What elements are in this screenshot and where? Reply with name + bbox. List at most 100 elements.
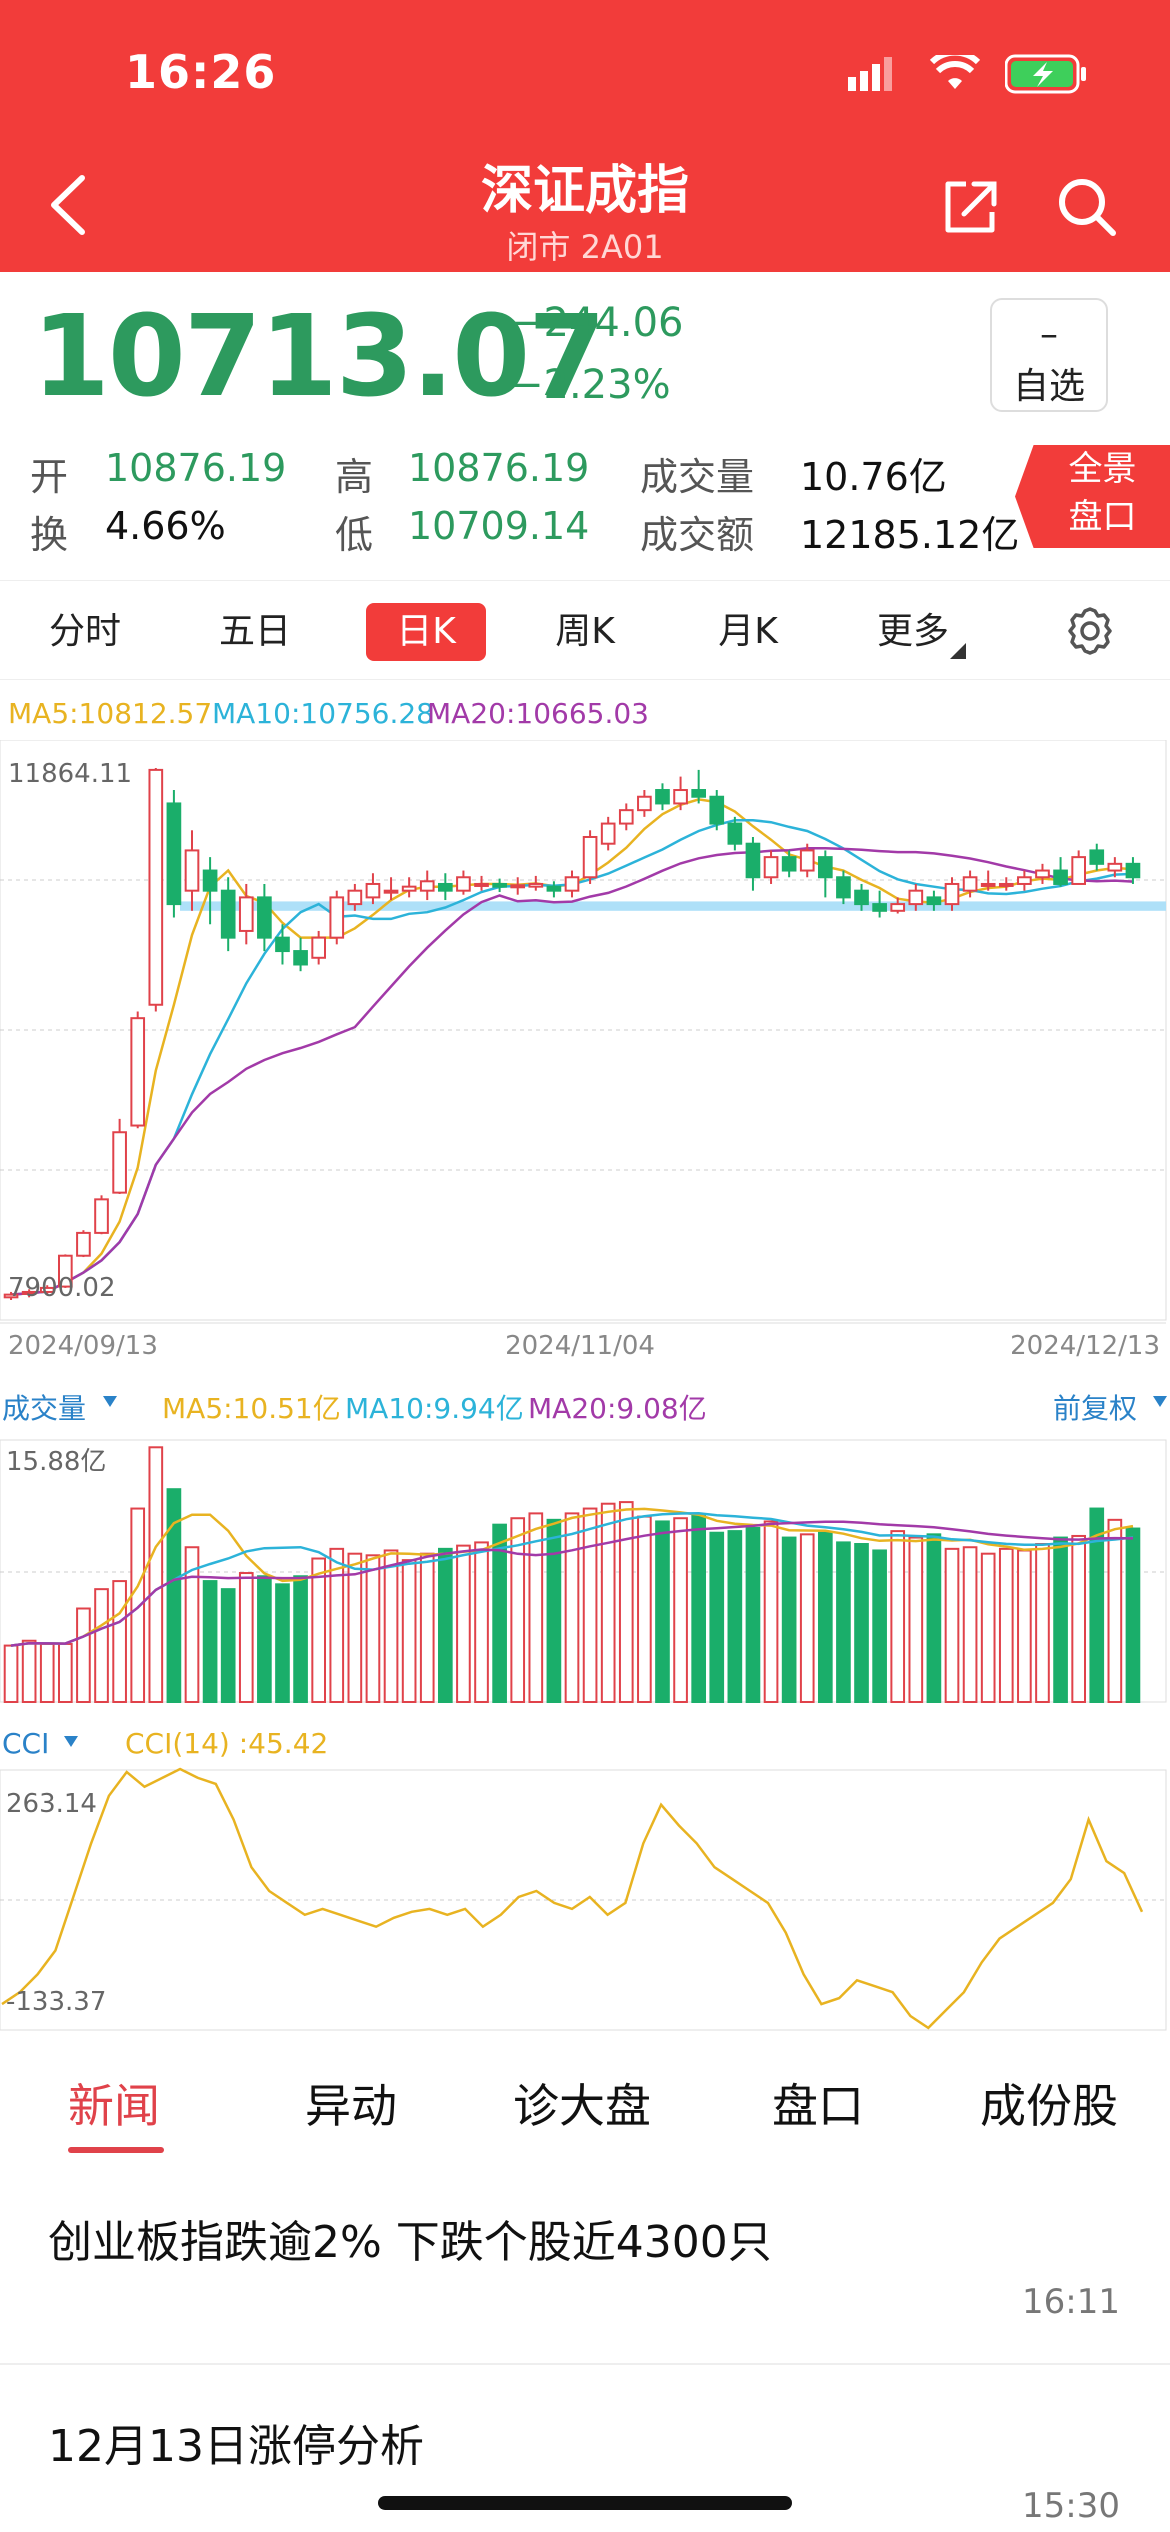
x-label-mid: 2024/11/04 bbox=[505, 1331, 655, 1361]
adjust-mode[interactable]: 前复权 bbox=[1053, 1392, 1138, 1425]
tab-five-day[interactable]: 五日 bbox=[218, 611, 291, 652]
more-arrow-icon bbox=[950, 643, 966, 659]
volume-bar bbox=[818, 1531, 833, 1703]
volume-bar bbox=[709, 1531, 725, 1703]
open-label: 开 bbox=[30, 455, 69, 499]
volume-bar bbox=[763, 1520, 779, 1704]
volume-bar bbox=[528, 1512, 544, 1703]
volume-bar bbox=[21, 1639, 37, 1703]
candle-body bbox=[257, 896, 272, 939]
candle-body bbox=[781, 856, 797, 872]
candle-body bbox=[655, 789, 670, 805]
candle-body bbox=[745, 842, 761, 879]
cci-dropdown-icon[interactable] bbox=[64, 1736, 78, 1748]
panorama-label-1: 全景 bbox=[1068, 449, 1137, 489]
tab-diagnosis[interactable]: 诊大盘 bbox=[513, 2079, 651, 2133]
candle-body bbox=[618, 809, 634, 825]
market-status: 闭市 2A01 bbox=[506, 228, 664, 266]
kline-chart[interactable]: 11864.11 7900.02 2024/09/13 2024/11/04 2024/… bbox=[0, 740, 1170, 2040]
volume-indicator-label[interactable]: 成交量 bbox=[2, 1392, 87, 1425]
volume-bar bbox=[365, 1554, 381, 1703]
candle-body bbox=[1089, 849, 1105, 865]
page-title: 深证成指 bbox=[480, 161, 689, 221]
tab-weekly-k[interactable]: 周K bbox=[555, 611, 615, 652]
candle-body bbox=[438, 882, 453, 892]
share-icon[interactable] bbox=[940, 178, 1000, 238]
tab-monthly-k[interactable]: 月K bbox=[718, 611, 778, 652]
open-value: 10876.19 bbox=[105, 446, 287, 490]
ma10-legend: MA10:10756.28 bbox=[212, 697, 434, 730]
back-icon[interactable] bbox=[40, 170, 100, 240]
volume-bar bbox=[1017, 1549, 1032, 1704]
add-favorite-button[interactable]: – 自选 bbox=[990, 298, 1108, 412]
tab-intraday[interactable]: 分时 bbox=[48, 611, 121, 652]
price-change-pct: −2.23% bbox=[510, 362, 671, 408]
volume-bar bbox=[112, 1580, 127, 1703]
candle-body bbox=[94, 1198, 109, 1234]
news-item[interactable]: 创业板指跌逾2% 下跌个股近4300只 16:11 bbox=[0, 2170, 1170, 2360]
price-change: −244.06 bbox=[510, 300, 684, 346]
adjust-dropdown-icon[interactable] bbox=[1153, 1396, 1167, 1408]
volume-bar bbox=[564, 1512, 580, 1703]
tab-constituents[interactable]: 成份股 bbox=[980, 2079, 1118, 2133]
cci-indicator-label[interactable]: CCI bbox=[2, 1727, 50, 1760]
volume-bar bbox=[962, 1546, 978, 1704]
volume-dropdown-icon[interactable] bbox=[103, 1396, 117, 1408]
volume-bar bbox=[220, 1588, 236, 1703]
candle-body bbox=[944, 882, 960, 906]
candle-body bbox=[1071, 856, 1087, 885]
volume-bar bbox=[94, 1588, 109, 1703]
news-item[interactable]: 12月13日涨停分析 15:30 bbox=[0, 2366, 1170, 2532]
volume-bar bbox=[872, 1549, 887, 1704]
candle-body bbox=[130, 1017, 146, 1127]
candle-body bbox=[1107, 862, 1123, 872]
vol-ma20-legend: MA20:9.08亿 bbox=[528, 1392, 707, 1425]
volume-bar bbox=[727, 1530, 743, 1704]
cci-y-max-label: 263.14 bbox=[6, 1789, 97, 1819]
candle-body bbox=[365, 882, 381, 899]
divider bbox=[0, 2363, 1170, 2365]
volume-bar bbox=[836, 1541, 851, 1703]
candle-body bbox=[510, 884, 526, 889]
candle-body bbox=[474, 882, 489, 887]
cci-y-min-label: -133.37 bbox=[6, 1987, 106, 2017]
app-header: 16:26 深证成指 闭市 2A01 bbox=[0, 0, 1170, 272]
news-title: 创业板指跌逾2% 下跌个股近4300只 bbox=[48, 2217, 772, 2268]
candle-body bbox=[311, 936, 327, 959]
tab-daily-k[interactable]: 日K bbox=[366, 603, 486, 661]
volume-bar bbox=[347, 1552, 363, 1704]
y-max-label: 11864.11 bbox=[8, 759, 132, 789]
volume-bar bbox=[202, 1580, 218, 1703]
candle-body bbox=[872, 903, 887, 912]
y-min-label: 7900.02 bbox=[8, 1273, 116, 1303]
volume-bar bbox=[148, 1446, 164, 1703]
tab-news[interactable]: 新闻 bbox=[68, 2079, 160, 2133]
candle-body bbox=[58, 1254, 73, 1288]
tab-more[interactable]: 更多 bbox=[876, 611, 949, 652]
volume-bar bbox=[257, 1575, 272, 1703]
candle-body bbox=[890, 903, 906, 912]
status-time: 16:26 bbox=[125, 45, 277, 99]
volume-bar bbox=[474, 1541, 489, 1703]
panorama-button[interactable]: 全景 盘口 bbox=[1015, 445, 1170, 548]
candle-body bbox=[727, 822, 743, 845]
volume-bar bbox=[1089, 1507, 1105, 1704]
volume-bar bbox=[492, 1523, 507, 1704]
settings-icon[interactable] bbox=[1062, 603, 1118, 659]
volume-bar bbox=[926, 1533, 942, 1704]
candle-body bbox=[546, 885, 562, 892]
candle-body bbox=[763, 856, 779, 879]
support-band bbox=[180, 901, 1166, 911]
vol-ma10-line bbox=[10, 1511, 1134, 1647]
tab-order-book[interactable]: 盘口 bbox=[772, 2079, 864, 2133]
candle-body bbox=[854, 889, 869, 906]
tab-movements[interactable]: 异动 bbox=[305, 2079, 397, 2133]
volume-bar bbox=[673, 1517, 688, 1704]
candle-body bbox=[166, 802, 182, 906]
candle-body bbox=[238, 896, 254, 932]
candle-body bbox=[980, 882, 996, 887]
candle-body bbox=[202, 869, 218, 892]
search-icon[interactable] bbox=[1055, 175, 1119, 239]
volume-bar bbox=[582, 1507, 598, 1704]
candle-body bbox=[691, 789, 706, 798]
